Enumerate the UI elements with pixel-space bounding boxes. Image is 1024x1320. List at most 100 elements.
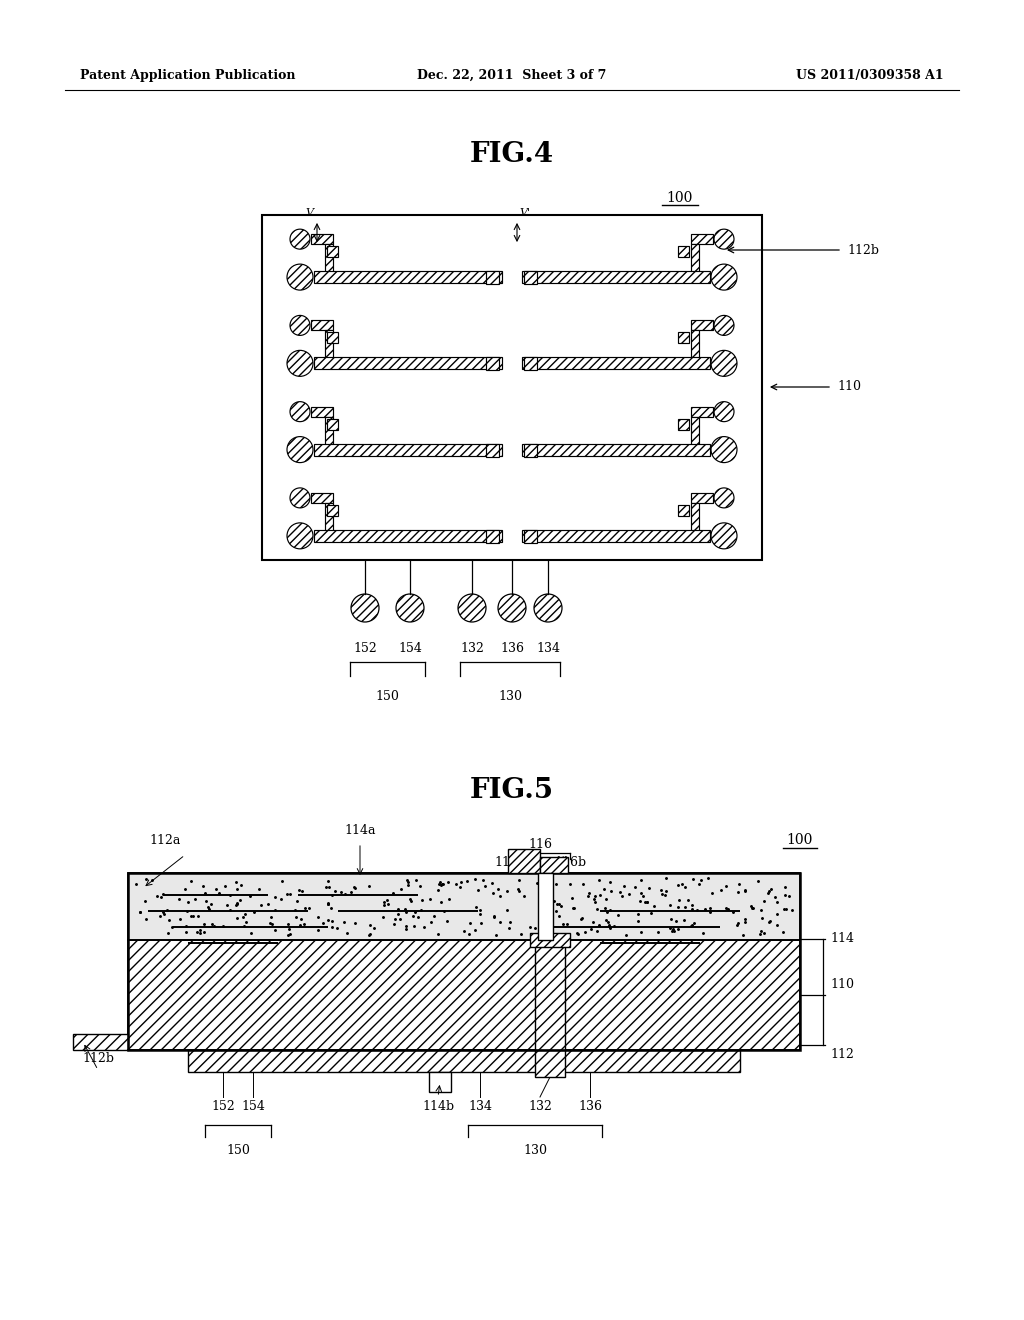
Point [548,873,564,894]
Point [734,924,751,945]
Point [217,875,233,896]
Point [273,870,290,891]
Point [211,883,227,904]
Point [492,911,508,932]
Text: US 2011/0309358 A1: US 2011/0309358 A1 [797,69,944,82]
Bar [522,271,710,282]
Point [380,894,396,915]
Text: 112a: 112a [150,833,180,846]
Point [586,888,602,909]
Point [553,895,569,916]
Point [259,894,275,915]
Point [177,879,194,900]
Bar [522,444,710,455]
Circle shape [287,437,313,462]
Point [561,874,578,895]
Point [633,870,649,891]
Point [273,888,290,909]
Point [251,878,267,899]
Bar [508,849,540,873]
Point [390,899,407,920]
Point [412,875,428,896]
Point [301,898,317,919]
Point [490,878,507,899]
Point [589,899,605,920]
Point [696,899,713,920]
Point [232,875,249,896]
Text: 114b: 114b [422,1101,454,1114]
Point [293,908,309,929]
Point [542,924,558,945]
Point [472,904,488,925]
Bar [325,330,333,358]
Circle shape [290,315,310,335]
Text: 112: 112 [830,1048,854,1061]
Point [768,913,784,935]
Text: 132: 132 [460,642,484,655]
Point [546,890,562,911]
Point [294,880,310,902]
Text: 136: 136 [500,642,524,655]
Text: 152: 152 [353,642,377,655]
Point [635,886,651,907]
Point [527,917,544,939]
Bar [188,1049,740,1072]
Point [530,919,547,940]
Point [215,916,231,937]
Point [548,900,564,921]
Point [156,904,172,925]
Bar [311,407,333,417]
Point [191,920,208,941]
Point [630,909,646,931]
Point [432,871,449,892]
Circle shape [290,230,310,249]
Point [148,886,165,907]
Point [196,913,212,935]
Point [761,880,777,902]
Point [376,895,392,916]
Point [565,898,582,919]
Point [361,915,378,936]
Point [246,902,262,923]
Point [600,915,616,936]
Bar [262,215,762,560]
Point [549,894,565,915]
Point [599,902,615,923]
Point [534,874,550,895]
Point [646,895,663,916]
Point [701,902,718,923]
Point [345,876,361,898]
Point [750,870,766,891]
Point [637,891,653,912]
Point [234,907,251,928]
Point [221,900,238,921]
Point [743,898,760,919]
Point [780,886,797,907]
Circle shape [714,315,734,335]
Point [361,923,378,944]
Point [676,909,692,931]
Point [243,923,259,944]
Point [486,906,503,927]
Point [467,869,483,890]
Bar [128,940,800,1049]
Point [535,888,551,909]
Bar [535,940,565,1049]
Text: 114: 114 [830,932,854,945]
Text: 116: 116 [528,838,552,851]
Point [683,916,699,937]
Point [540,875,556,896]
Point [763,878,779,899]
Point [677,876,693,898]
Point [500,899,516,920]
Bar [314,358,502,370]
Point [744,898,761,919]
Point [566,898,583,919]
Text: 114a: 114a [344,824,376,837]
Bar [486,444,499,457]
Point [485,907,502,928]
Text: 150: 150 [376,690,399,704]
Point [447,874,464,895]
Text: 130: 130 [523,1144,547,1158]
Point [337,883,353,904]
